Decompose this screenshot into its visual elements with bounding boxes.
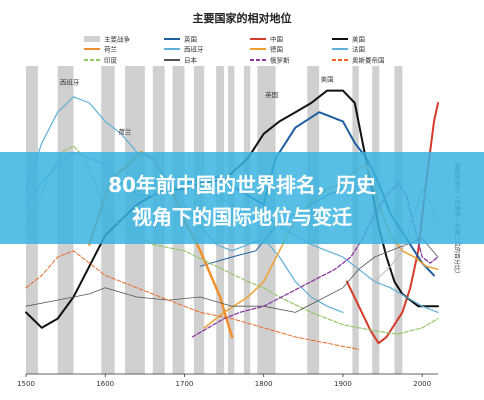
legend-label-7: 德国: [270, 45, 283, 54]
headline-banner: 80年前中国的世界排名，历史 视角下的国际地位与变迁: [0, 152, 484, 244]
annotation-0: 英国: [265, 90, 278, 99]
legend-swatch-war: [84, 36, 100, 42]
legend-label-2: 印度: [104, 56, 118, 65]
legend-label-6: 中国: [270, 35, 283, 44]
banner-line-2: 视角下的国际地位与变迁: [132, 205, 352, 229]
x-tick-label-1600: 1600: [96, 380, 114, 388]
x-tick-label-1500: 1500: [17, 380, 35, 388]
legend-label-1: 荷兰: [104, 45, 118, 54]
annotation-2: 荷兰: [119, 127, 133, 136]
annotation-1: 美国: [321, 74, 334, 83]
legend-label-5: 日本: [184, 56, 198, 65]
x-tick-label-2000: 2000: [413, 380, 431, 388]
annotation-3: 西班牙: [60, 77, 80, 86]
x-tick-label-1800: 1800: [255, 380, 273, 388]
banner-line-1: 80年前中国的世界排名，历史: [108, 173, 377, 197]
legend-label-0: 主要战争: [104, 35, 131, 44]
legend-label-8: 俄罗斯: [270, 56, 290, 65]
legend-label-4: 西班牙: [184, 45, 204, 54]
series-line-11: [25, 250, 360, 350]
legend-label-11: 奥斯曼帝国: [352, 56, 385, 65]
series-line-8: [25, 145, 439, 335]
legend-label-10: 法国: [352, 45, 365, 54]
series-line-9: [25, 238, 439, 313]
x-tick-label-1700: 1700: [176, 380, 194, 388]
banner-background: [0, 152, 484, 244]
legend-label-3: 英国: [184, 35, 197, 44]
chart-title: 主要国家的相对地位: [193, 11, 292, 25]
legend-label-9: 美国: [352, 35, 365, 44]
x-tick-label-1900: 1900: [334, 380, 352, 388]
